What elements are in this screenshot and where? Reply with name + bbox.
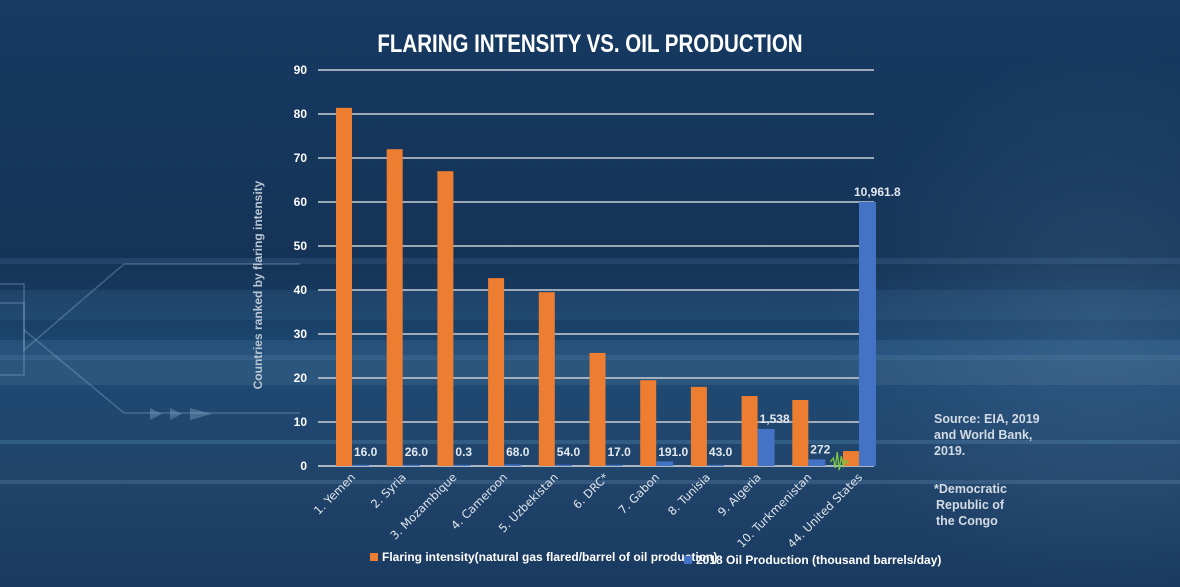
x-category-label: 8. Tunisia	[665, 470, 713, 518]
data-label-production: 0.3	[455, 445, 472, 459]
bar-flaring	[792, 400, 809, 466]
data-label-production: 26.0	[405, 445, 429, 459]
x-category-label: 2. Syria	[368, 470, 409, 511]
y-tick-label: 80	[294, 107, 308, 121]
legend-label-production: 2018 Oil Production (thousand barrels/da…	[696, 553, 942, 567]
chart-title: FLARING INTENSITY VS. OIL PRODUCTION	[377, 30, 803, 58]
y-tick-label: 50	[294, 239, 308, 253]
data-label-production: 54.0	[557, 445, 581, 459]
y-tick-label: 40	[294, 283, 308, 297]
data-label-production: 1,538	[760, 412, 790, 426]
data-label-production: 191.0	[658, 445, 688, 459]
footnote: *Democratic Republic of the Congo	[934, 481, 1007, 529]
bar-flaring	[640, 380, 657, 466]
legend-item-flaring: Flaring intensity(natural gas flared/bar…	[370, 550, 717, 564]
bar-flaring	[336, 107, 352, 466]
x-category-label: 7. Gabon	[615, 470, 662, 517]
background-glow	[780, 0, 1180, 587]
y-tick-label: 0	[300, 459, 307, 473]
data-label-production: 43.0	[709, 445, 733, 459]
legend-label-flaring: Flaring intensity(natural gas flared/bar…	[382, 550, 718, 564]
bar-production	[504, 464, 522, 466]
bar-flaring	[386, 149, 403, 466]
data-label-production: 272	[810, 442, 830, 456]
legend-swatch-orange	[370, 553, 378, 561]
bar-flaring	[488, 278, 505, 466]
source-line: and World Bank,	[934, 428, 1033, 442]
data-label-production: 68.0	[506, 445, 530, 459]
bar-production	[352, 464, 369, 466]
footnote-line: *Democratic	[934, 482, 1007, 496]
bar-production	[706, 464, 724, 466]
background-band	[0, 340, 1180, 360]
y-tick-label: 60	[294, 195, 308, 209]
bar-flaring	[538, 292, 555, 466]
background-band	[0, 258, 1180, 264]
bar-flaring	[437, 171, 454, 466]
y-tick-label: 90	[294, 63, 308, 77]
y-tick-label: 30	[294, 327, 308, 341]
bar-production	[656, 461, 674, 466]
x-category-label: 9. Algeria	[715, 470, 764, 519]
bar-production	[859, 202, 876, 466]
footnote-line: Republic of	[936, 498, 1005, 512]
bar-flaring	[741, 396, 758, 466]
y-tick-label: 70	[294, 151, 308, 165]
y-tick-label: 20	[294, 371, 308, 385]
x-category-label: 1. Yemen	[311, 470, 358, 517]
bar-production	[554, 464, 572, 466]
data-label-production: 16.0	[354, 445, 378, 459]
bar-flaring	[843, 451, 859, 466]
bar-production	[757, 428, 775, 466]
background-band	[0, 480, 1180, 484]
y-tick-label: 10	[294, 415, 308, 429]
background-band	[0, 290, 1180, 320]
axis-break-icon	[829, 451, 849, 471]
footnote-line: the Congo	[936, 514, 998, 528]
bar-flaring	[589, 352, 606, 466]
source-line: 2019.	[934, 444, 966, 458]
legend-swatch-blue	[684, 556, 692, 564]
x-category-label: 6. DRC*	[570, 470, 612, 512]
data-label-production: 17.0	[608, 445, 632, 459]
bar-production	[402, 464, 420, 466]
data-label-production: 10,961.8	[854, 185, 901, 199]
source-line: Source: EIA, 2019	[934, 412, 1040, 426]
bar-flaring	[690, 386, 707, 466]
legend-item-production: 2018 Oil Production (thousand barrels/da…	[684, 553, 941, 567]
bar-production	[605, 464, 623, 466]
bar-production	[808, 459, 826, 466]
bar-production	[453, 464, 471, 466]
source-note: Source: EIA, 2019 and World Bank, 2019.	[934, 411, 1040, 459]
